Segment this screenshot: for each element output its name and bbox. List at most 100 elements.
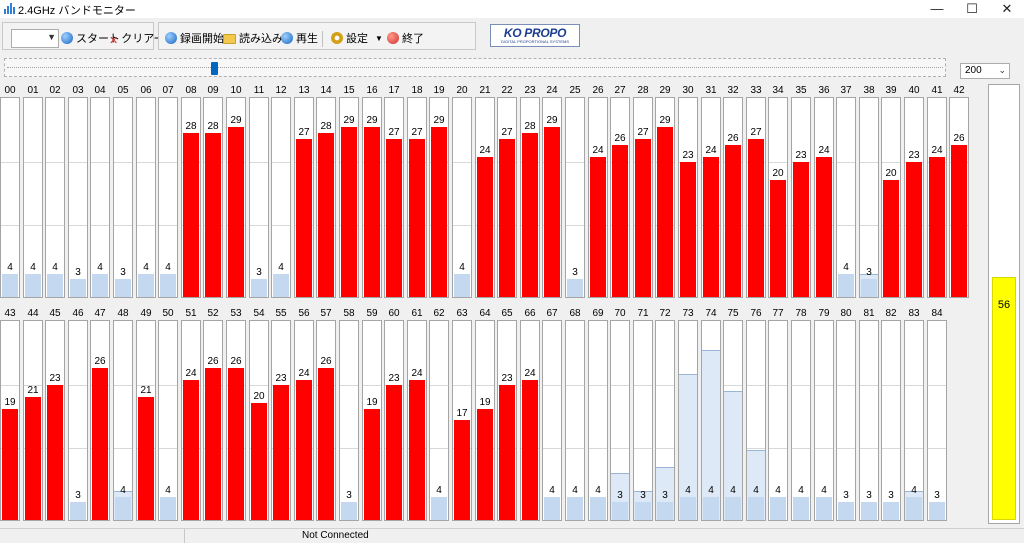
settings-button[interactable]: 設定 [331,31,368,47]
channel-bar [296,139,312,297]
channel-column: 4 [723,320,743,521]
minimize-button[interactable]: — [930,1,944,16]
channel-bar [748,139,764,297]
channel-value: 26 [230,356,242,367]
logo-text: KO PROPO [503,26,567,40]
channel-value: 3 [640,490,646,501]
grid-line [250,385,268,386]
record-button[interactable]: 録画開始 [165,31,224,47]
channel-label: 71 [637,308,649,319]
grid-line [860,225,878,226]
channel-value: 4 [730,485,736,496]
maximize-button[interactable]: ☐ [966,1,978,16]
channel-label: 11 [253,85,265,96]
channel-value: 20 [253,391,265,402]
slider-thumb[interactable] [211,62,218,75]
grid-line [589,385,607,386]
channel-bar [386,385,402,520]
channel-peak-line [905,491,923,492]
channel-value: 4 [572,485,578,496]
channel-bar [318,368,334,520]
grid-line [860,385,878,386]
start-button[interactable]: スタート [61,31,120,47]
exit-label: 終了 [402,33,424,45]
grid-line [724,385,742,386]
channel-value: 19 [366,397,378,408]
channel-value: 29 [343,115,355,126]
app-icon [4,3,15,14]
channel-label: 25 [569,85,581,96]
channel-label: 05 [117,85,129,96]
channel-bar [567,497,583,520]
channel-peak-line [634,491,652,492]
device-combo[interactable]: ▼ [11,29,59,48]
play-button[interactable]: 再生 [281,31,318,47]
channel-label: 69 [592,308,604,319]
channel-label: 58 [343,308,355,319]
grid-line [928,448,946,449]
channel-bar [816,157,832,297]
zoom-select[interactable]: 200 ⌄ [960,63,1010,79]
slider-line [7,67,943,68]
channel-label: 82 [885,308,897,319]
channel-value: 4 [165,262,171,273]
channel-bar [205,133,221,297]
channel-bar [70,279,86,297]
grid-line [91,225,109,226]
load-label: 読み込み [239,33,283,45]
channel-label: 62 [433,308,445,319]
close-button[interactable]: ✕ [1001,1,1013,16]
grid-line [815,448,833,449]
channel-label: 23 [524,85,536,96]
channel-column: 4 [791,320,811,521]
grid-line [137,385,155,386]
channel-label: 51 [185,308,197,319]
channel-bar [906,162,922,297]
channel-column: 3 [633,320,653,521]
channel-value: 29 [433,115,445,126]
grid-line [860,448,878,449]
channel-bar [770,497,786,520]
channel-column: 28 [203,97,223,298]
channel-bar [273,274,289,297]
channel-column: 24 [520,320,540,521]
channel-bar [522,133,538,297]
channel-peak-line [860,274,878,275]
channel-bar [138,397,154,520]
play-label: 再生 [296,33,318,45]
grid-line [747,448,765,449]
channel-bar [770,180,786,297]
channel-label: 50 [162,308,174,319]
channel-peak-line [114,491,132,492]
channel-column: 4 [45,97,65,298]
channel-bar [793,162,809,297]
grid-line [453,162,471,163]
channel-label: 03 [72,85,84,96]
channel-column: 3 [113,97,133,298]
channel-value: 4 [7,262,13,273]
channel-bar [499,385,515,520]
load-button[interactable]: 読み込み [223,31,283,47]
channel-label: 29 [659,85,671,96]
channel-column: 4 [542,320,562,521]
clear-button[interactable]: ✕ クリアー [109,31,165,47]
grid-line [476,385,494,386]
grid-line [159,225,177,226]
channel-value: 4 [549,485,555,496]
zoom-value: 200 [965,65,982,76]
channel-label: 42 [953,85,965,96]
channel-bar [657,502,673,520]
channel-column: 23 [384,320,404,521]
channel-column: 24 [588,97,608,298]
exit-button[interactable]: 終了 [387,31,424,47]
channel-label: 68 [569,308,581,319]
channel-label: 48 [117,308,129,319]
channel-column: 4 [814,320,834,521]
grid-line [566,385,584,386]
channel-column: 27 [294,97,314,298]
grid-line [589,448,607,449]
channel-column: 26 [949,97,969,298]
timeline-slider[interactable] [4,58,946,77]
settings-dropdown-button[interactable]: ▼ [375,31,383,47]
channel-column: 4 [565,320,585,521]
